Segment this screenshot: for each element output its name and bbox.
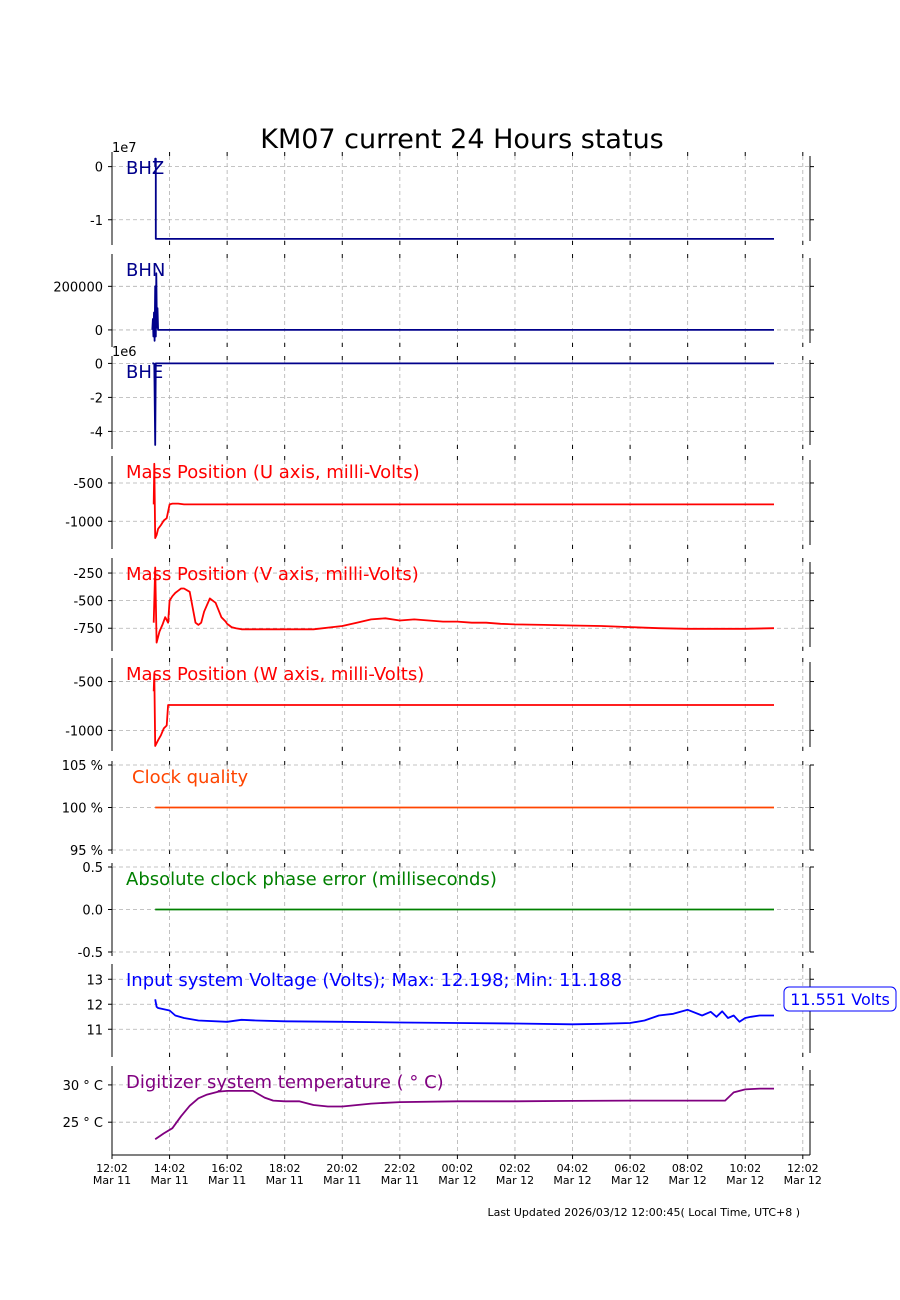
- x-tick-date: Mar 12: [669, 1174, 707, 1187]
- y-tick-label: 0: [95, 324, 103, 339]
- series-line-1: [154, 157, 774, 240]
- y-tick-label: 105 %: [62, 759, 103, 774]
- y-tick-label: -500: [73, 676, 103, 691]
- axis-offset-label: 1e6: [112, 345, 137, 360]
- series-line-9: [154, 999, 774, 1026]
- chart-title: KM07 current 24 Hours status: [260, 124, 664, 155]
- x-tick-time: 12:02: [787, 1162, 819, 1175]
- panel-label: BHN: [126, 260, 165, 281]
- x-tick-time: 08:02: [672, 1162, 704, 1175]
- current-value-box: [783, 986, 897, 1012]
- axis-offset-label: 1e7: [112, 141, 137, 156]
- y-tick-label: 95 %: [70, 844, 103, 859]
- y-tick-label: 0: [95, 161, 103, 176]
- panel-5: -250 -500 -750 Mass Position (V axis, milli…: [73, 558, 814, 651]
- panel-9: 13 12 11 Input system Voltage (Volts); Max:…: [86, 964, 897, 1057]
- panel-3: 0 -2 -4 1e6 BHE: [90, 345, 814, 449]
- y-tick-label: 0.0: [82, 904, 103, 919]
- panel-6: -500 -1000 Mass Position (W axis, milli-Vo…: [65, 658, 814, 751]
- x-tick-date: Mar 11: [266, 1174, 304, 1187]
- y-tick-label: 11: [86, 1023, 103, 1038]
- x-tick-time: 06:02: [614, 1162, 646, 1175]
- x-tick-date: Mar 11: [323, 1174, 361, 1187]
- x-tick-date: Mar 11: [208, 1174, 246, 1187]
- y-tick-label: -500: [73, 595, 103, 610]
- y-tick-label: -250: [73, 567, 103, 582]
- y-tick-label: 100 %: [62, 802, 103, 817]
- series-line-5: [152, 566, 775, 644]
- x-tick-date: Mar 12: [611, 1174, 649, 1187]
- panel-7: 105 % 100 % 95 % Clock quality: [62, 759, 814, 859]
- panel-label: Mass Position (U axis, milli-Volts): [126, 462, 420, 483]
- panel-label: Mass Position (W axis, milli-Volts): [126, 664, 424, 685]
- current-value-annotation: 11.551 Volts: [790, 990, 890, 1009]
- x-tick-time: 20:02: [326, 1162, 358, 1175]
- panel-label: Input system Voltage (Volts); Max: 12.19…: [126, 970, 622, 991]
- x-tick-time: 02:02: [499, 1162, 531, 1175]
- series-line-6: [152, 672, 774, 747]
- panel-label: Clock quality: [132, 767, 249, 788]
- y-tick-label: 25 ° C: [63, 1116, 103, 1131]
- x-tick-date: Mar 11: [93, 1174, 131, 1187]
- x-tick-time: 14:02: [154, 1162, 186, 1175]
- last-updated-footer: Last Updated 2026/03/12 12:00:45( Local …: [487, 1206, 800, 1219]
- x-tick-date: Mar 11: [381, 1174, 419, 1187]
- x-tick-date: Mar 12: [438, 1174, 476, 1187]
- series-line-3: [152, 362, 774, 446]
- series-line-10: [154, 1087, 774, 1141]
- y-tick-label: 13: [86, 973, 103, 988]
- y-tick-label: -1000: [65, 515, 103, 530]
- x-tick-date: Mar 12: [784, 1174, 822, 1187]
- panel-label: BHE: [126, 362, 163, 383]
- x-tick-time: 00:02: [442, 1162, 474, 1175]
- series-line-2: [151, 272, 774, 342]
- y-tick-label: -0.5: [78, 946, 103, 961]
- series-line-4: [152, 462, 774, 539]
- panel-label: Mass Position (V axis, milli-Volts): [126, 564, 419, 585]
- panel-1: 0 -1 1e7 BHZ: [90, 141, 814, 245]
- x-tick-time: 10:02: [729, 1162, 761, 1175]
- y-tick-label: -500: [73, 477, 103, 492]
- y-tick-label: -750: [73, 622, 103, 637]
- x-tick-date: Mar 11: [150, 1174, 188, 1187]
- panel-8: 0.5 0.0 -0.5 Absolute clock phase error (mi…: [78, 861, 814, 961]
- panel-4: -500 -1000 Mass Position (U axis, milli-Vo…: [65, 456, 814, 549]
- y-tick-label: 30 ° C: [63, 1079, 103, 1094]
- panel-label: BHZ: [126, 158, 164, 179]
- y-tick-label: 0: [95, 357, 103, 372]
- y-tick-label: -2: [90, 391, 103, 406]
- x-tick-time: 18:02: [269, 1162, 301, 1175]
- panel-label: Absolute clock phase error (milliseconds…: [126, 869, 497, 890]
- x-tick-time: 12:02: [96, 1162, 128, 1175]
- panel-2: 200000 0 BHN: [53, 254, 814, 347]
- panels: 0 -1 1e7 BHZ 200000 0 BHN 0 -2 -4 1e6 BHE -500 -1000 M…: [53, 141, 897, 1159]
- y-tick-label: 12: [86, 998, 103, 1013]
- panel-10: 30 ° C 25 ° C Digitizer system temperature…: [63, 1066, 814, 1159]
- y-tick-label: 200000: [53, 280, 103, 295]
- x-tick-time: 22:02: [384, 1162, 416, 1175]
- x-tick-date: Mar 12: [726, 1174, 764, 1187]
- x-tick-date: Mar 12: [553, 1174, 591, 1187]
- x-tick-date: Mar 12: [496, 1174, 534, 1187]
- y-tick-label: 0.5: [82, 861, 103, 876]
- x-tick-time: 16:02: [211, 1162, 243, 1175]
- x-tick-time: 04:02: [557, 1162, 589, 1175]
- panel-label: Digitizer system temperature ( ° C): [126, 1072, 444, 1093]
- y-tick-label: -1000: [65, 724, 103, 739]
- y-tick-label: -1: [90, 214, 103, 229]
- y-tick-label: -4: [90, 425, 103, 440]
